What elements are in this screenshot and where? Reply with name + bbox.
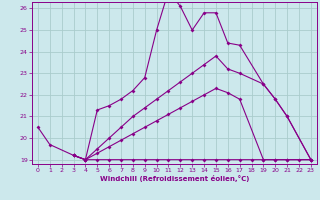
X-axis label: Windchill (Refroidissement éolien,°C): Windchill (Refroidissement éolien,°C) (100, 175, 249, 182)
